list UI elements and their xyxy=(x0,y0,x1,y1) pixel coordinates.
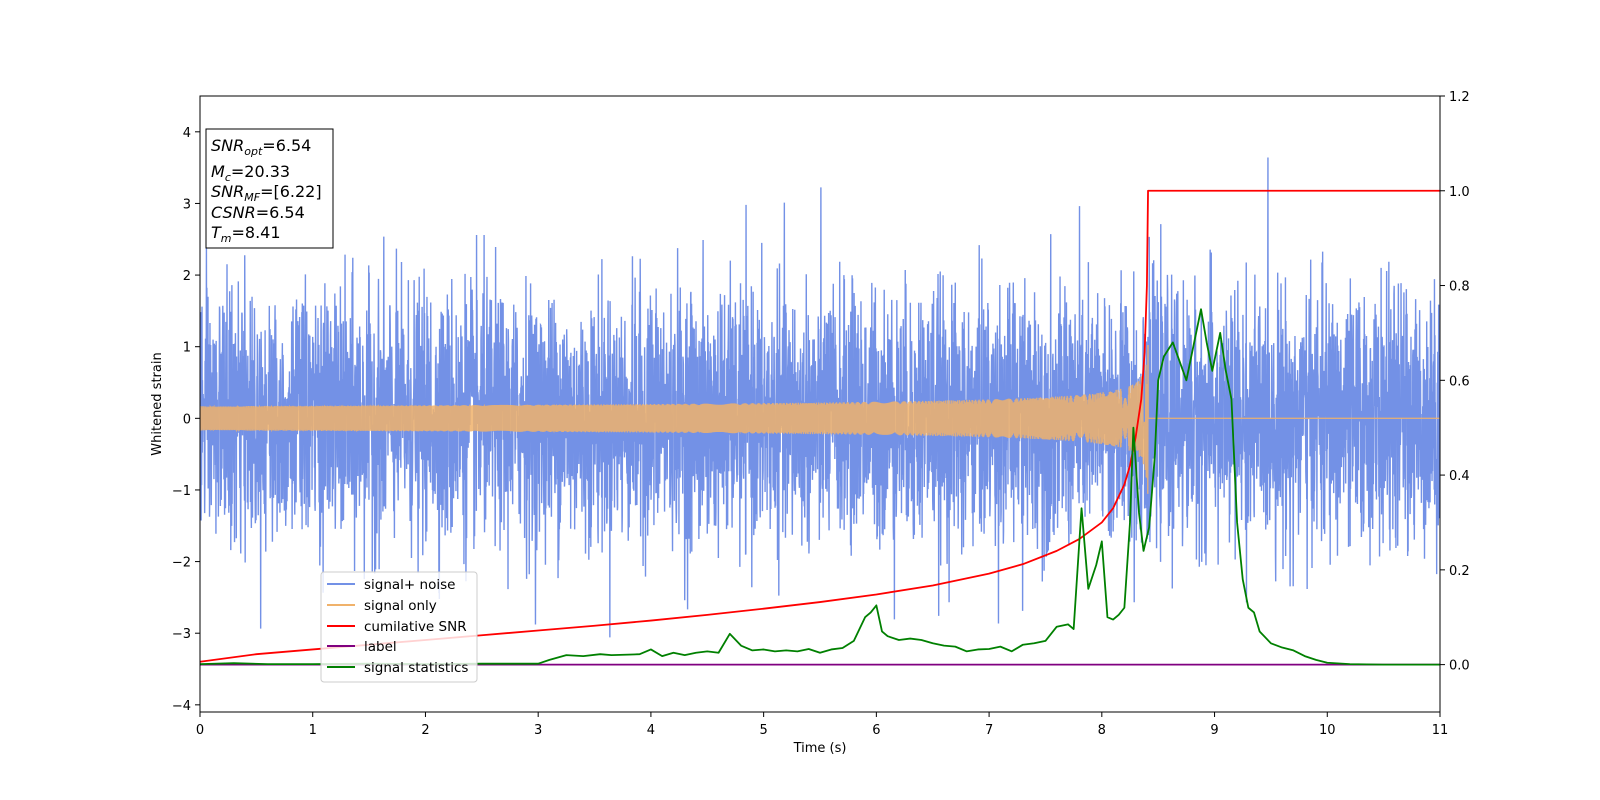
stat-csnr: CSNR=6.54 xyxy=(211,203,305,222)
y-tick-label: −1 xyxy=(172,484,191,499)
stats-annotation-box: SNRopt=6.54 Mc=20.33 SNRMF=[6.22] CSNR=6… xyxy=(205,128,334,249)
y2-tick-label: 1.2 xyxy=(1449,90,1470,105)
y2-tick-label: 1.0 xyxy=(1449,185,1470,200)
y-tick-label: −4 xyxy=(172,699,191,714)
series-cumulative-snr xyxy=(200,189,1440,663)
stat-mc-value: =20.33 xyxy=(231,162,290,181)
stat-mc-symbol: M xyxy=(211,162,225,181)
stat-snr-opt-symbol: SNR xyxy=(211,136,244,155)
stat-mc-sub: c xyxy=(225,171,231,184)
legend-label-cumulative-snr: cumilative SNR xyxy=(364,619,467,635)
stat-tm-sub: m xyxy=(221,232,232,245)
stat-tm: Tm=8.41 xyxy=(211,223,281,245)
y-tick-label: 2 xyxy=(183,269,191,284)
stat-snr-mf-sub: MF xyxy=(244,191,260,204)
y-tick-label: 4 xyxy=(183,126,191,141)
x-tick-label: 5 xyxy=(759,723,767,738)
stat-snr-mf: SNRMF=[6.22] xyxy=(211,182,322,204)
y2-tick-label: 0.6 xyxy=(1449,374,1470,389)
x-tick-label: 7 xyxy=(985,723,993,738)
stat-mc: Mc=20.33 xyxy=(211,162,290,184)
x-tick-label: 0 xyxy=(196,723,204,738)
y-tick-label: −2 xyxy=(172,556,191,571)
y-tick-label: 1 xyxy=(183,341,191,356)
x-tick-label: 4 xyxy=(647,723,655,738)
x-axis-label: Time (s) xyxy=(793,741,847,756)
y2-tick-label: 0.0 xyxy=(1449,659,1470,674)
legend-frame xyxy=(320,571,478,683)
x-tick-label: 2 xyxy=(421,723,429,738)
stat-csnr-symbol: CSNR xyxy=(211,203,256,222)
axes-frame xyxy=(199,95,1441,713)
legend-label-signal-only: signal only xyxy=(364,598,437,614)
x-tick-label: 11 xyxy=(1432,723,1449,738)
y-axis-label: Whitened strain xyxy=(150,352,165,455)
y2-tick-label: 0.4 xyxy=(1449,469,1470,484)
series-signal-only xyxy=(200,344,1440,494)
legend-label-signal-statistics: signal statistics xyxy=(364,660,468,676)
axis-ticks: 0 1 2 3 4 5 6 7 8 9 10 1143210−1−2−3−41.21.00.80.60… xyxy=(172,90,1470,738)
stat-snr-mf-symbol: SNR xyxy=(211,182,244,201)
stat-snr-mf-value: =[6.22] xyxy=(260,182,322,201)
y-tick-label: 3 xyxy=(183,197,191,212)
x-tick-label: 3 xyxy=(534,723,542,738)
stat-tm-symbol: T xyxy=(211,223,222,242)
stats-box-frame xyxy=(205,128,334,249)
y-tick-label: −3 xyxy=(172,627,191,642)
y2-tick-label: 0.2 xyxy=(1449,564,1470,579)
stat-snr-opt-value: =6.54 xyxy=(262,136,311,155)
stat-snr-opt: SNRopt=6.54 xyxy=(211,136,311,158)
legend-label-signal-noise: signal+ noise xyxy=(364,577,455,593)
x-tick-label: 8 xyxy=(1098,723,1106,738)
x-tick-label: 9 xyxy=(1210,723,1218,738)
x-tick-label: 1 xyxy=(309,723,317,738)
y-tick-label: 0 xyxy=(183,412,191,427)
stat-csnr-value: =6.54 xyxy=(256,203,305,222)
series-signal-statistics xyxy=(200,308,1440,666)
stat-snr-opt-sub: opt xyxy=(244,145,263,158)
y2-tick-label: 0.8 xyxy=(1449,280,1470,295)
stat-tm-value: =8.41 xyxy=(232,223,281,242)
legend-label-label: label xyxy=(364,639,397,655)
x-tick-label: 10 xyxy=(1319,723,1336,738)
x-tick-label: 6 xyxy=(872,723,880,738)
chart-legend: signal+ noise signal only cumilative SNR… xyxy=(320,571,478,683)
